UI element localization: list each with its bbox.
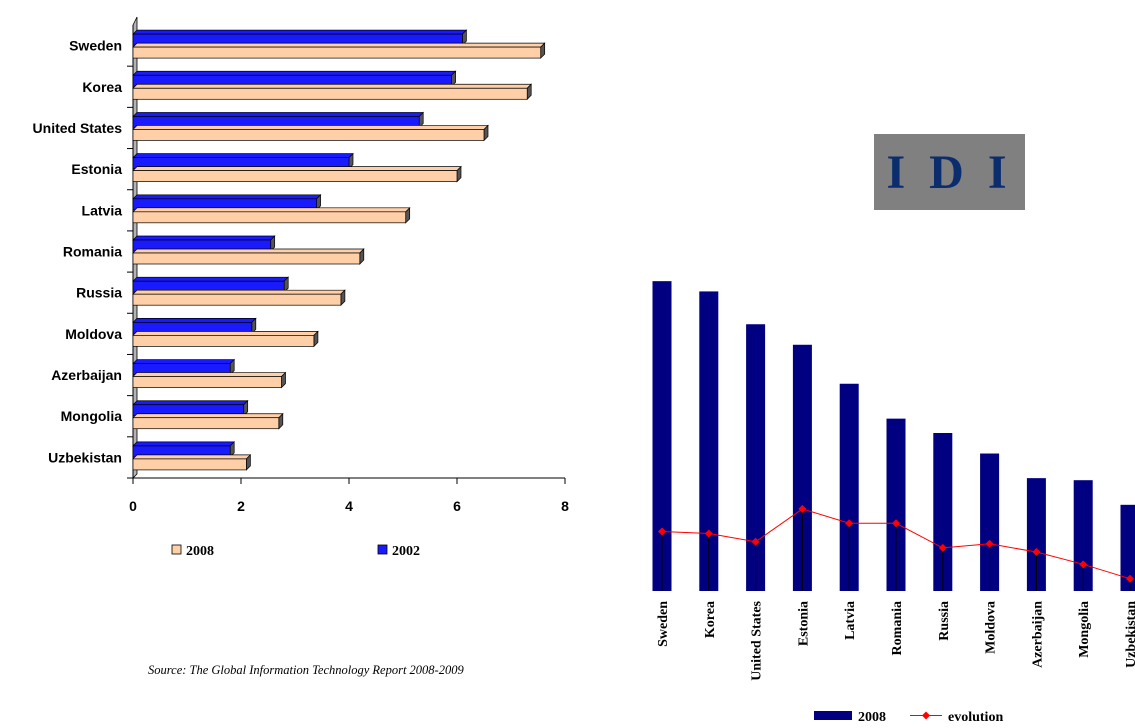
bar-2008-united-states-top: [132, 125, 489, 130]
left-bar-chart: 0 2 4 6 8 Sweden Korea United States Estonia Latv…: [33, 16, 569, 514]
legend-swatch-2008: [814, 711, 852, 720]
bar-2008-sweden-top: [132, 42, 546, 48]
bar-2008-azerbaijan: [132, 376, 282, 388]
bar-2008-sweden: [652, 281, 672, 591]
bar-2008-estonia: [132, 170, 458, 182]
x-label-mongolia: Mongolia: [1077, 601, 1092, 658]
bar-2008-uzbekistan: [132, 458, 247, 471]
bar-2002-uzbekistan-top: [132, 441, 236, 447]
bar-2008-russia: [933, 433, 953, 591]
evolution-point-russia: [938, 543, 947, 552]
bar-2008-korea: [132, 87, 528, 100]
bar-2008-latvia: [839, 383, 859, 591]
bar-2008-romania-top: [132, 248, 365, 254]
bar-2008-uzbekistan: [1120, 504, 1135, 591]
bar-2002-korea-top: [132, 70, 457, 76]
x-label-sweden: Sweden: [656, 601, 671, 647]
x-label-romania: Romania: [890, 601, 905, 655]
right-chart-legend: 2008 evolution: [814, 710, 1003, 725]
bar-2008-azerbaijan: [1026, 478, 1046, 591]
idi-badge: I D I: [874, 134, 1025, 210]
bar-2008-estonia-top: [132, 166, 462, 171]
bar-2002-latvia-top: [132, 194, 322, 200]
bar-2008-estonia: [792, 344, 812, 591]
bar-2008-moldova: [132, 335, 315, 347]
bar-2008-mongolia-top: [132, 413, 284, 419]
right-bar-line-chart: Sweden Korea United States Estonia Latvia Rom…: [652, 281, 1135, 681]
y-label-romania: Romania: [63, 244, 122, 260]
evolution-point-moldova: [985, 539, 994, 548]
y-label-moldova: Moldova: [65, 326, 122, 342]
evolution-point-united-states: [751, 537, 760, 546]
evolution-point-latvia: [845, 519, 854, 528]
bar-2008-moldova-top: [132, 331, 319, 336]
bar-2008-latvia: [132, 211, 407, 224]
x-label-united-states: United States: [750, 600, 765, 680]
legend-swatch-evolution-marker: [922, 711, 930, 720]
bar-2002-romania-top: [132, 235, 276, 241]
source-note: Source: The Global Information Technolog…: [148, 663, 464, 677]
bar-2008-moldova: [980, 453, 1000, 591]
legend-label-evolution: evolution: [948, 710, 1003, 725]
x-tick-label: 4: [345, 498, 353, 514]
bar-2008-azerbaijan-top: [132, 372, 287, 377]
bar-2008-korea-top: [132, 83, 533, 89]
evolution-point-uzbekistan: [1126, 574, 1134, 583]
x-label-latvia: Latvia: [843, 601, 858, 640]
bar-2002-azerbaijan-top: [132, 359, 236, 364]
bar-2008-latvia-top: [132, 207, 411, 213]
legend-label-2002: 2002: [392, 544, 420, 559]
x-label-russia: Russia: [937, 601, 952, 641]
y-label-mongolia: Mongolia: [61, 408, 123, 424]
y-label-sweden: Sweden: [69, 38, 122, 54]
y-label-korea: Korea: [82, 79, 122, 95]
y-label-russia: Russia: [76, 285, 122, 301]
x-label-azerbaijan: Azerbaijan: [1030, 601, 1045, 668]
x-label-moldova: Moldova: [984, 601, 999, 654]
bar-2002-united-states-top: [132, 112, 425, 117]
bar-2008-united-states: [746, 324, 766, 591]
idi-badge-text: I D I: [886, 145, 1013, 199]
bar-2008-mongolia: [132, 417, 280, 430]
bar-2008-russia-top: [132, 289, 346, 295]
bar-2008-romania: [132, 252, 361, 265]
evolution-point-korea: [704, 529, 713, 538]
evolution-point-azerbaijan: [1032, 548, 1041, 557]
bar-2002-russia-top: [132, 276, 290, 282]
x-tick-label: 6: [453, 498, 461, 514]
x-label-uzbekistan: Uzbekistan: [1124, 601, 1135, 668]
x-label-korea: Korea: [703, 601, 718, 638]
legend-swatch-2008: [171, 544, 182, 555]
bar-2008-sweden: [132, 46, 542, 59]
left-chart-legend: 2008 2002: [171, 544, 420, 559]
evolution-point-estonia: [798, 504, 807, 513]
y-label-uzbekistan: Uzbekistan: [48, 449, 122, 465]
x-tick-label: 8: [561, 498, 569, 514]
bar-2008-united-states: [132, 129, 485, 141]
x-label-estonia: Estonia: [796, 601, 811, 646]
evolution-point-romania: [892, 519, 900, 528]
x-tick-label: 2: [237, 498, 245, 514]
bar-2002-sweden-top: [132, 29, 468, 35]
bar-2002-estonia-top: [132, 153, 354, 158]
legend-swatch-2002: [377, 544, 388, 555]
y-label-latvia: Latvia: [82, 202, 123, 218]
y-label-united-states: United States: [33, 120, 123, 136]
bar-2008-uzbekistan-top: [132, 454, 252, 460]
x-tick-label: 0: [129, 498, 137, 514]
y-label-estonia: Estonia: [71, 161, 122, 177]
bar-2008-russia: [132, 293, 342, 306]
bar-2002-moldova-top: [132, 318, 257, 323]
y-label-azerbaijan: Azerbaijan: [51, 367, 122, 383]
evolution-point-sweden: [658, 527, 666, 536]
legend-label-2008: 2008: [186, 544, 214, 559]
bar-2008-romania: [886, 418, 906, 591]
bar-2008-korea: [699, 291, 719, 591]
evolution-point-mongolia: [1079, 560, 1088, 569]
bar-2002-mongolia-top: [132, 400, 249, 406]
legend-label-2008: 2008: [858, 710, 886, 725]
